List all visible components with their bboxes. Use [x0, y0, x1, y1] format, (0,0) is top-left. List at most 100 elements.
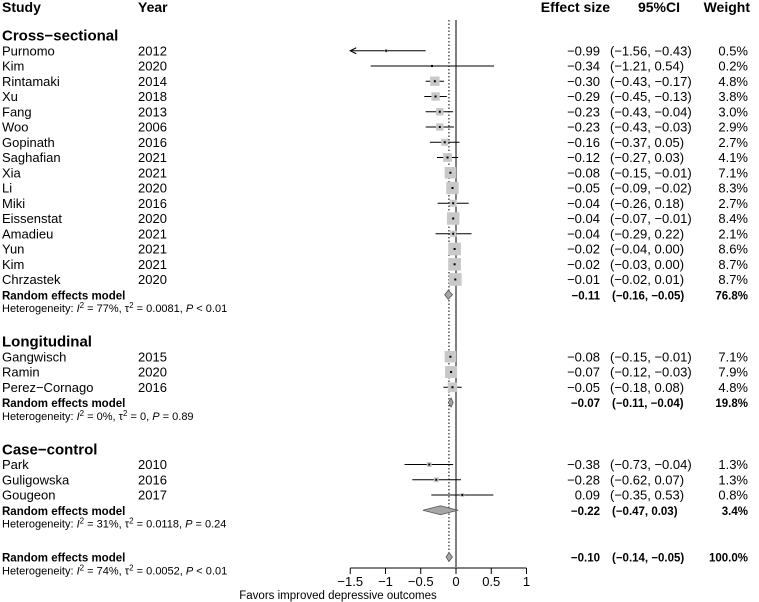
heterogeneity-stats: Heterogeneity: I2 = 74%, τ2 = 0.0052, P …: [2, 563, 227, 577]
heterogeneity-tau-letter: τ: [125, 303, 130, 315]
summary-weight-value: 76.8%: [715, 290, 748, 302]
summary-label: Random effects model: [2, 290, 125, 302]
study-name: Saghafian: [2, 150, 61, 165]
weight-value: 4.8%: [718, 74, 748, 89]
effect-size-value: −0.99: [567, 43, 600, 58]
summary-effect-value: −0.11: [572, 290, 601, 302]
study-effect-point: [451, 187, 454, 189]
study-name: Rintamaki: [2, 74, 60, 89]
group-title: Cross−sectional: [2, 28, 118, 45]
study-effect-point: [385, 49, 388, 52]
study-name: Eissenstat: [2, 211, 62, 226]
study-effect-point: [449, 171, 452, 174]
effect-size-value: −0.23: [567, 104, 600, 119]
summary-effect-value: −0.07: [571, 398, 600, 410]
heterogeneity-tau-value: = 0.0081,: [134, 303, 186, 315]
study-effect-point: [454, 278, 457, 281]
group-title: Case−control: [2, 441, 97, 458]
summary-ci-value: (−0.16, −0.05): [612, 290, 684, 302]
weight-value: 4.8%: [718, 380, 748, 395]
heterogeneity-i-value: = 77%,: [84, 303, 125, 315]
effect-size-value: −0.34: [567, 59, 600, 74]
study-year: 2013: [138, 104, 167, 119]
heterogeneity-stats: Heterogeneity: I2 = 0%, τ2 = 0, P = 0.89: [2, 409, 194, 423]
weight-value: 8.6%: [718, 242, 748, 257]
study-year: 2016: [138, 472, 167, 487]
ci-value: (−0.04, 0.00): [610, 242, 684, 257]
summary-weight-value: 100.0%: [709, 553, 748, 565]
study-name: Kim: [2, 59, 24, 74]
heterogeneity-i-sup: 2: [80, 517, 85, 526]
summary-ci-value: (−0.47, 0.03): [612, 506, 678, 518]
study-effect-point: [435, 478, 438, 481]
x-axis-tick-label: 1: [523, 574, 530, 589]
summary-label: Random effects model: [2, 398, 125, 410]
study-year: 2021: [138, 150, 167, 165]
summary-effect-value: −0.10: [571, 553, 600, 565]
study-name: Fang: [2, 104, 32, 119]
study-effect-point: [451, 386, 454, 389]
study-name: Gangwisch: [2, 349, 66, 364]
weight-value: 8.4%: [718, 211, 748, 226]
study-effect-point: [453, 263, 456, 266]
effect-size-value: −0.29: [567, 89, 600, 104]
header-year: Year: [138, 0, 168, 15]
heterogeneity-tau-sup: 2: [123, 409, 128, 418]
weight-value: 8.7%: [718, 257, 748, 272]
study-name: Yun: [2, 242, 24, 257]
weight-value: 2.7%: [718, 135, 748, 150]
study-effect-point: [443, 141, 446, 144]
weight-value: 2.9%: [718, 120, 748, 135]
study-year: 2014: [138, 74, 167, 89]
study-year: 2020: [138, 59, 167, 74]
weight-value: 0.8%: [718, 488, 748, 503]
effect-size-value: −0.04: [567, 226, 600, 241]
heterogeneity-tau-value: = 0,: [127, 411, 152, 423]
study-year: 2018: [138, 89, 167, 104]
ci-value: (−0.27, 0.03): [610, 150, 684, 165]
study-year: 2020: [138, 272, 167, 287]
study-effect-point: [461, 494, 464, 496]
heterogeneity-p-value: = 0.89: [160, 411, 194, 423]
heterogeneity-i-letter: I: [77, 519, 80, 531]
heterogeneity-p-letter: P: [186, 565, 194, 577]
study-name: Perez−Cornago: [2, 380, 93, 395]
weight-value: 2.1%: [718, 226, 748, 241]
heterogeneity-tau-sup: 2: [129, 301, 134, 310]
weight-value: 7.9%: [718, 365, 748, 380]
study-effect-point: [434, 95, 437, 98]
summary-weight-value: 19.8%: [715, 398, 748, 410]
heterogeneity-i-value: = 31%,: [84, 519, 125, 531]
heterogeneity-p-letter: P: [152, 411, 160, 423]
study-year: 2021: [138, 165, 167, 180]
study-name: Li: [2, 181, 12, 196]
heterogeneity-prefix: Heterogeneity:: [2, 565, 77, 577]
x-axis-tick-label: 0.5: [482, 574, 500, 589]
heterogeneity-prefix: Heterogeneity:: [2, 411, 77, 423]
effect-size-value: −0.04: [567, 211, 600, 226]
ci-value: (−0.29, 0.22): [610, 226, 684, 241]
effect-size-value: −0.38: [567, 457, 600, 472]
effect-size-value: −0.16: [567, 135, 600, 150]
study-effect-point: [446, 156, 449, 159]
ci-arrow: [349, 47, 357, 55]
study-name: Purnomo: [2, 43, 55, 58]
study-name: Amadieu: [2, 226, 53, 241]
ci-value: (−0.37, 0.05): [610, 135, 684, 150]
ci-value: (−1.56, −0.43): [610, 43, 692, 58]
weight-value: 1.3%: [718, 457, 748, 472]
study-year: 2010: [138, 457, 167, 472]
study-effect-point: [450, 371, 453, 373]
study-effect-point: [431, 65, 434, 67]
heterogeneity-i-value: = 0%,: [84, 411, 119, 423]
heterogeneity-prefix: Heterogeneity:: [2, 303, 77, 315]
study-year: 2012: [138, 43, 167, 58]
heterogeneity-tau-sup: 2: [129, 517, 134, 526]
effect-size-value: −0.30: [567, 74, 600, 89]
effect-size-value: −0.04: [567, 196, 600, 211]
weight-value: 3.8%: [718, 89, 748, 104]
summary-label: Random effects model: [2, 506, 125, 518]
study-effect-point: [433, 80, 436, 83]
ci-value: (−0.03, 0.00): [610, 257, 684, 272]
